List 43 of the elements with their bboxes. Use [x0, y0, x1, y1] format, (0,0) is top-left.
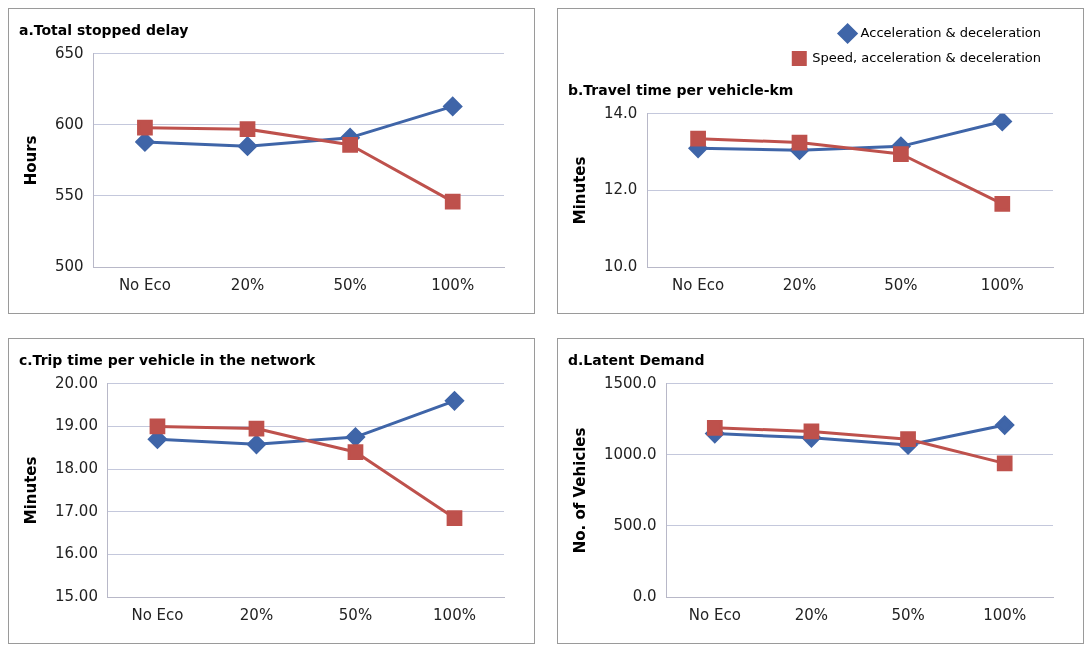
y-axis-title: Hours	[21, 135, 40, 186]
x-tick-label: 20%	[782, 275, 817, 294]
y-tick-label: 0.0	[632, 586, 657, 605]
y-tick-label: 1000.0	[603, 444, 657, 463]
legend-label: Acceleration & deceleration	[860, 24, 1042, 40]
x-tick-label: 50%	[338, 605, 373, 624]
y-tick-label: 14.0	[603, 103, 638, 122]
x-tick-label: No Eco	[672, 275, 725, 294]
y-tick-label: 19.00	[54, 416, 98, 435]
y-tick-label: 15.00	[54, 586, 98, 605]
y-tick-label: 16.00	[54, 544, 98, 563]
x-tick-label: No Eco	[118, 275, 171, 294]
x-tick-label: 100%	[983, 605, 1027, 624]
chart-title: b.Travel time per vehicle-km	[568, 82, 794, 99]
x-tick-label: No Eco	[131, 605, 184, 624]
x-tick-label: 100%	[980, 275, 1024, 294]
y-tick-label: 18.00	[54, 458, 98, 477]
x-tick-label: 50%	[891, 605, 925, 624]
chart-title: d.Latent Demand	[568, 352, 705, 369]
y-tick-label: 500.0	[613, 515, 657, 534]
x-tick-label: 20%	[230, 275, 265, 294]
y-tick-label: 10.0	[603, 256, 638, 275]
y-tick-label: 12.0	[603, 180, 638, 199]
x-tick-label: No Eco	[688, 605, 741, 624]
y-tick-label: 650	[54, 43, 84, 62]
y-tick-label: 550	[54, 185, 84, 204]
x-tick-label: 100%	[433, 605, 476, 624]
x-tick-label: 20%	[794, 605, 829, 624]
y-axis-title: Minutes	[21, 456, 40, 525]
legend-label: Speed, acceleration & deceleration	[812, 49, 1041, 65]
x-tick-label: 20%	[239, 605, 274, 624]
y-tick-label: 600	[54, 114, 84, 133]
y-tick-label: 500	[54, 256, 84, 275]
y-tick-label: 1500.0	[603, 373, 657, 392]
y-tick-label: 17.00	[54, 501, 98, 520]
chart-title: a.Total stopped delay	[19, 22, 189, 39]
x-tick-label: 50%	[333, 275, 367, 294]
chart-title: c.Trip time per vehicle in the network	[19, 352, 317, 369]
x-tick-label: 50%	[884, 275, 918, 294]
y-axis-title: Minutes	[570, 156, 589, 225]
y-axis-title: No. of Vehicles	[570, 427, 589, 554]
x-tick-label: 100%	[431, 275, 475, 294]
y-tick-label: 20.00	[54, 373, 98, 392]
